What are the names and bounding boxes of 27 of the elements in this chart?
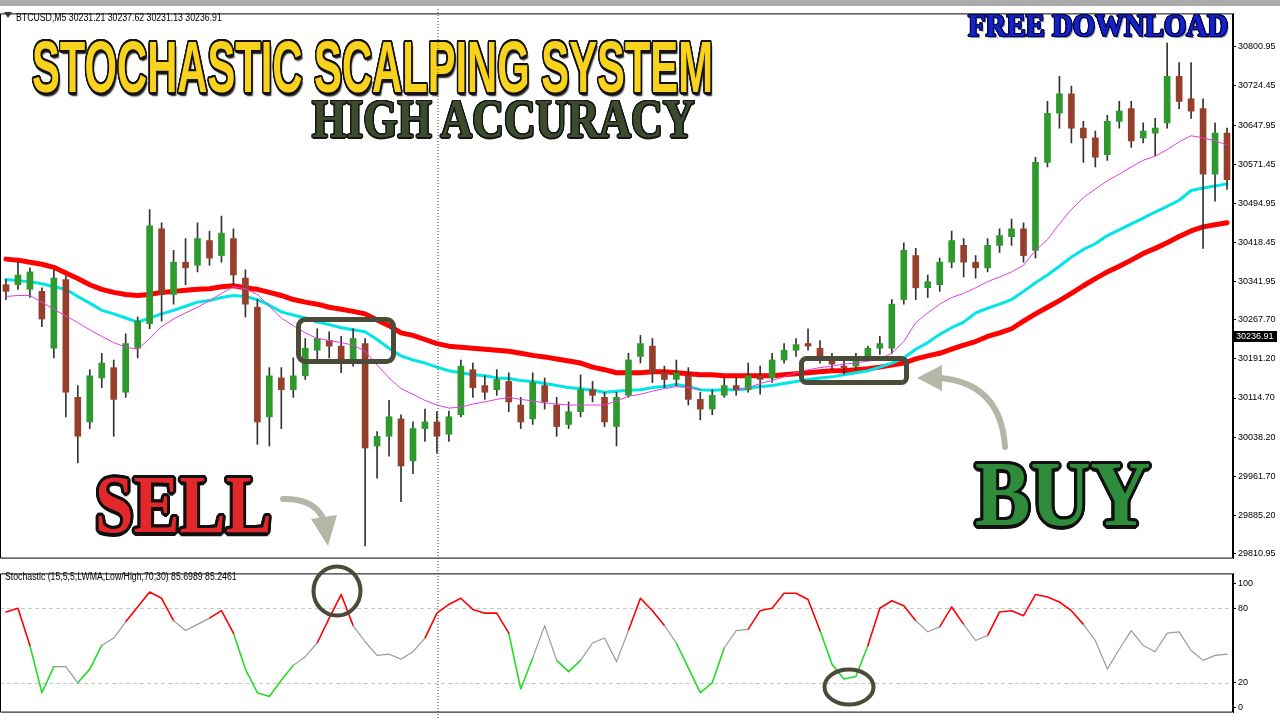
y-tick-label: 30494.95 bbox=[1238, 197, 1276, 208]
text: 30236.91 bbox=[1234, 331, 1277, 342]
y-tick-label: 30647.95 bbox=[1238, 119, 1276, 130]
y-tick-label: 30038.20 bbox=[1238, 431, 1276, 442]
y-tick-label: 30191.20 bbox=[1238, 353, 1276, 364]
y-tick-label: 30724.45 bbox=[1238, 80, 1276, 91]
candlestick bbox=[277, 367, 285, 429]
annotation: FREE DOWNLOAD bbox=[968, 7, 1228, 43]
annotation: SELL bbox=[95, 459, 272, 550]
candlestick bbox=[1187, 62, 1195, 119]
annotation: BUY bbox=[975, 441, 1151, 545]
y-tick-label: 0 bbox=[1238, 702, 1244, 713]
y-tick-label: 29810.95 bbox=[1238, 547, 1276, 558]
annotation: BTCUSD,M5 30231.21 30237.62 30231.13 30236.91 bbox=[16, 12, 222, 23]
chart-title: Stochastic (15,5,5,LWMA,Low/High,70,30) 85.6989 85.2461 bbox=[5, 571, 237, 582]
y-tick-label: 30341.95 bbox=[1238, 276, 1276, 287]
y-tick-label: 30571.45 bbox=[1238, 158, 1276, 169]
y-tick-label: 29885.20 bbox=[1238, 509, 1276, 520]
y-tick-label: 20 bbox=[1238, 677, 1249, 688]
y-tick-label: 80 bbox=[1238, 602, 1249, 613]
y-tick-label: 30800.95 bbox=[1238, 41, 1276, 52]
y-tick-label: 29961.70 bbox=[1238, 470, 1276, 481]
y-tick-label: 30114.70 bbox=[1238, 392, 1275, 403]
y-tick-label: 30267.70 bbox=[1238, 314, 1276, 325]
y-tick-label: 100 bbox=[1238, 577, 1254, 588]
candlestick bbox=[1151, 118, 1159, 157]
y-tick-label: 30418.45 bbox=[1238, 237, 1276, 247]
